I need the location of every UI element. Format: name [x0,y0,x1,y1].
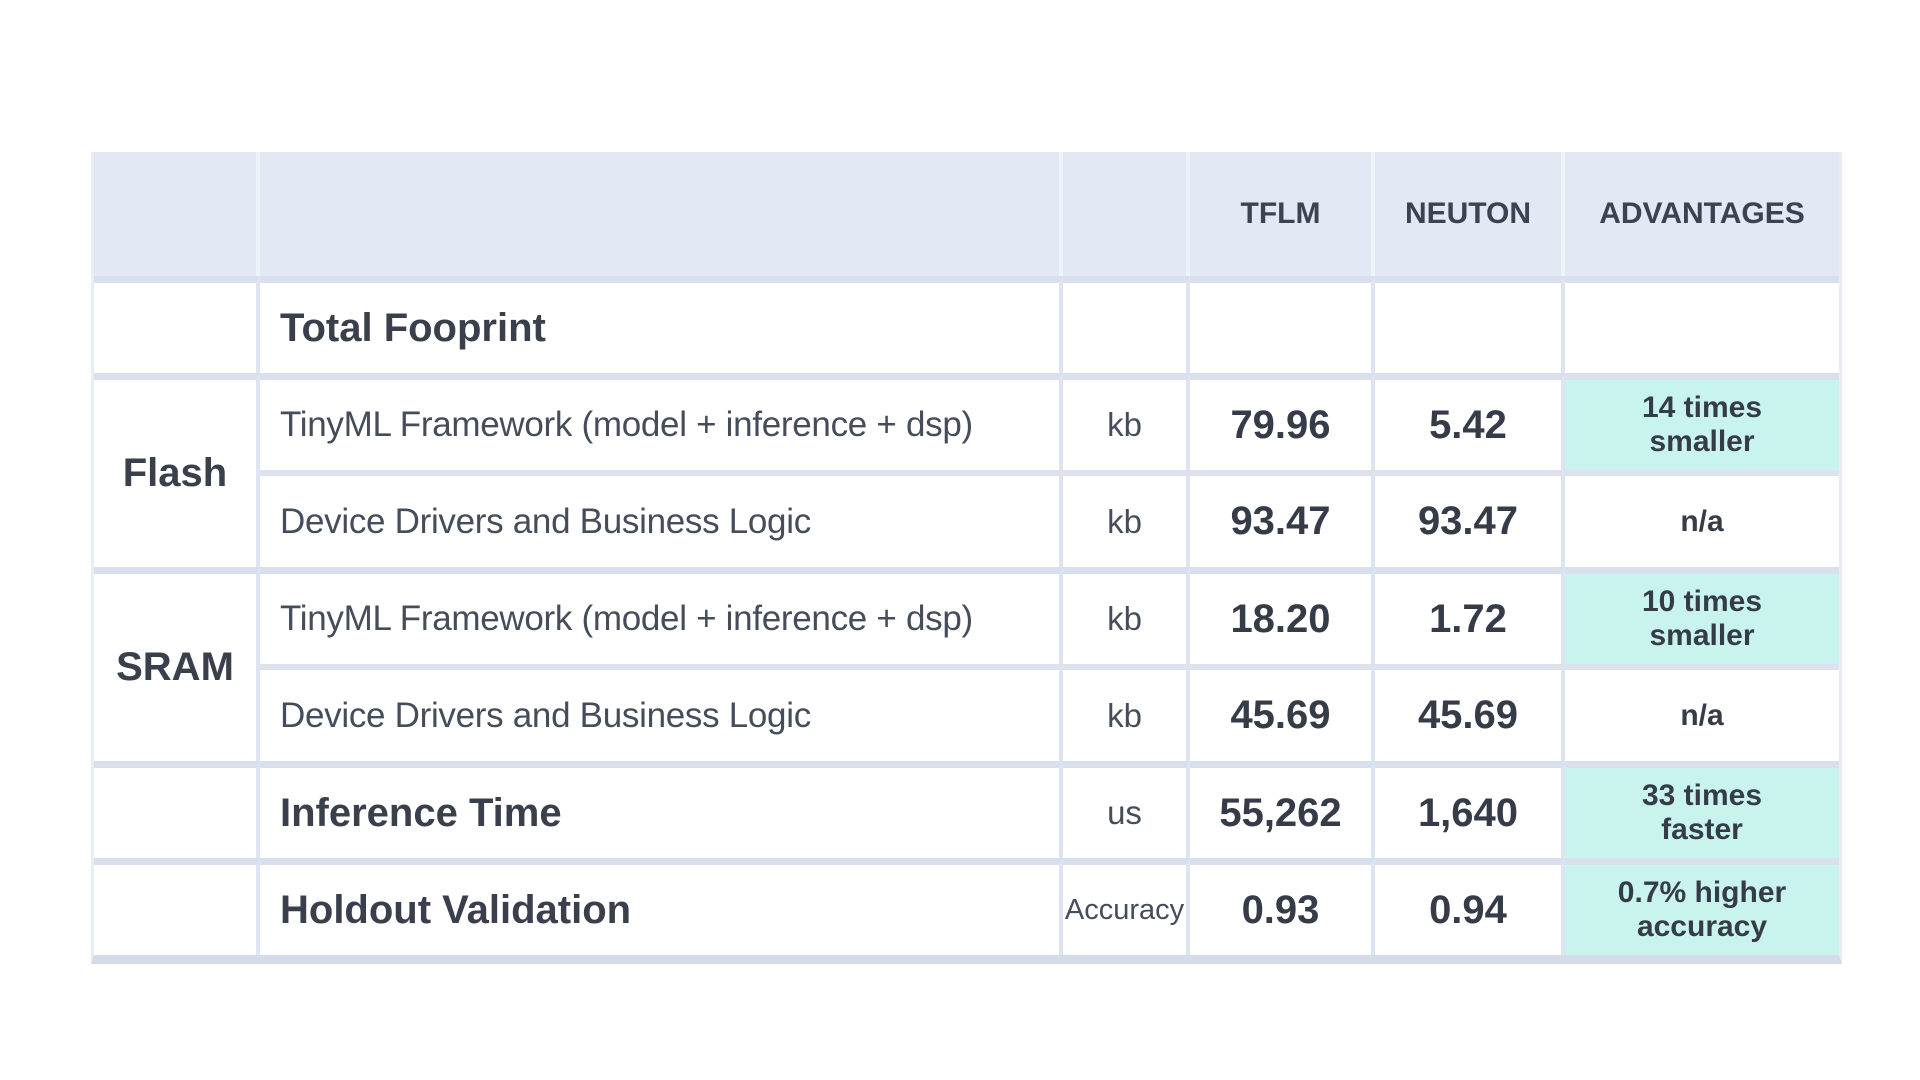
group-cell-sram: SRAM [94,567,260,761]
unit-cell: kb [1063,567,1190,664]
tflm-value: 45.69 [1190,664,1375,761]
tflm-value: 79.96 [1190,373,1375,470]
group-cell-flash: Flash [94,373,260,567]
neuton-value [1375,276,1565,373]
row-label: Total Fooprint [260,276,1063,373]
tflm-value: 18.20 [1190,567,1375,664]
advantage-cell: 14 times smaller [1565,373,1839,470]
neuton-value: 45.69 [1375,664,1565,761]
advantage-cell: n/a [1565,664,1839,761]
advantage-cell [1565,276,1839,373]
unit-cell: us [1063,761,1190,858]
neuton-value: 1,640 [1375,761,1565,858]
row-holdout-validation: Holdout Validation Accuracy 0.93 0.94 0.… [94,858,1839,955]
neuton-value: 0.94 [1375,858,1565,955]
neuton-value: 1.72 [1375,567,1565,664]
header-row: TFLM NEUTON ADVANTAGES [94,152,1839,276]
row-inference-time: Inference Time us 55,262 1,640 33 times … [94,761,1839,858]
header-tflm: TFLM [1190,152,1375,276]
group-cell-empty [94,761,260,858]
group-cell-empty [94,858,260,955]
row-sram-tinyml: SRAM TinyML Framework (model + inference… [94,567,1839,761]
row-label: TinyML Framework (model + inference + ds… [260,373,1063,470]
header-neuton: NEUTON [1375,152,1565,276]
row-label: TinyML Framework (model + inference + ds… [260,567,1063,664]
row-sram-drivers: Device Drivers and Business Logic kb 45.… [94,664,1839,761]
group-cell-empty [94,276,260,373]
row-label: Inference Time [260,761,1063,858]
advantage-cell: n/a [1565,470,1839,567]
tflm-value: 0.93 [1190,858,1375,955]
advantage-cell: 33 times faster [1565,761,1839,858]
neuton-value: 5.42 [1375,373,1565,470]
neuton-value: 93.47 [1375,470,1565,567]
comparison-table: TFLM NEUTON ADVANTAGES Total Fooprint Fl… [91,152,1842,964]
header-metric [260,152,1063,276]
advantage-cell: 10 times smaller [1565,567,1839,664]
advantage-cell: 0.7% higher accuracy [1565,858,1839,955]
unit-cell [1063,276,1190,373]
unit-cell: kb [1063,373,1190,470]
tflm-value [1190,276,1375,373]
row-label: Device Drivers and Business Logic [260,664,1063,761]
tflm-value: 93.47 [1190,470,1375,567]
row-flash-drivers: Device Drivers and Business Logic kb 93.… [94,470,1839,567]
header-advantages: ADVANTAGES [1565,152,1839,276]
row-label: Holdout Validation [260,858,1063,955]
row-total-footprint: Total Fooprint [94,276,1839,373]
unit-cell: kb [1063,664,1190,761]
unit-cell: kb [1063,470,1190,567]
header-group [94,152,260,276]
tflm-value: 55,262 [1190,761,1375,858]
row-flash-tinyml: Flash TinyML Framework (model + inferenc… [94,373,1839,567]
header-unit [1063,152,1190,276]
unit-cell: Accuracy [1063,858,1190,955]
row-label: Device Drivers and Business Logic [260,470,1063,567]
